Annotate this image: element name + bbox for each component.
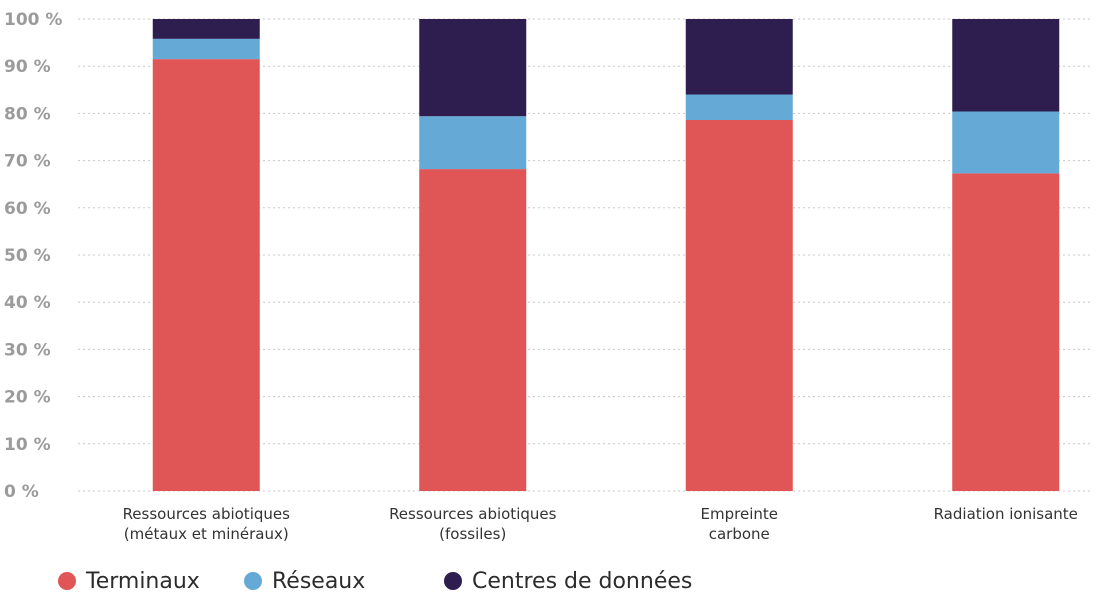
bars	[152, 19, 1060, 492]
bar-segment	[685, 120, 793, 492]
y-tick-label: 20 %	[4, 388, 51, 408]
bar-segment	[419, 116, 527, 170]
x-tick-label: Ressources abiotiques	[123, 505, 291, 523]
legend-swatch	[58, 572, 76, 590]
legend-label: Centres de données	[472, 569, 692, 594]
bar-segment	[952, 19, 1060, 112]
bar-segment	[952, 173, 1060, 491]
y-tick-label: 80 %	[4, 104, 51, 124]
x-tick-label: (fossiles)	[439, 525, 506, 543]
x-tick-label: Radiation ionisante	[934, 505, 1078, 523]
legend-swatch	[444, 572, 462, 590]
x-tick-label: Empreinte	[701, 505, 778, 523]
legend-swatch	[244, 572, 262, 590]
y-tick-label: 30 %	[4, 340, 51, 360]
bar-segment	[685, 94, 793, 121]
y-tick-label: 100 %	[4, 10, 62, 30]
y-tick-label: 70 %	[4, 152, 51, 172]
y-tick-label: 60 %	[4, 199, 51, 219]
y-tick-label: 40 %	[4, 293, 51, 313]
bar-segment	[419, 169, 527, 491]
y-axis-ticks: 0 % 10 % 20 % 30 % 40 % 50 % 60 % 70 % 80 % 90 % 1…	[4, 10, 62, 502]
y-tick-label: 10 %	[4, 435, 51, 455]
bar-segment	[685, 19, 793, 95]
x-tick-label: Ressources abiotiques	[389, 505, 557, 523]
y-tick-label: 0 %	[4, 482, 39, 502]
bar-segment	[952, 111, 1060, 174]
legend: Terminaux Réseaux Centres de données	[58, 569, 692, 594]
bar-segment	[152, 38, 260, 60]
bar-segment	[152, 59, 260, 492]
x-axis-ticks: Ressources abiotiques (métaux et minéraux…	[123, 505, 1078, 543]
gridlines	[78, 18, 1092, 492]
x-tick-label: carbone	[709, 525, 770, 543]
legend-label: Réseaux	[272, 569, 365, 594]
bar-segment	[152, 19, 260, 39]
y-tick-label: 90 %	[4, 57, 51, 77]
legend-label: Terminaux	[85, 569, 200, 594]
x-tick-label: (métaux et minéraux)	[124, 525, 289, 543]
y-tick-label: 50 %	[4, 246, 51, 266]
bar-segment	[419, 19, 527, 117]
